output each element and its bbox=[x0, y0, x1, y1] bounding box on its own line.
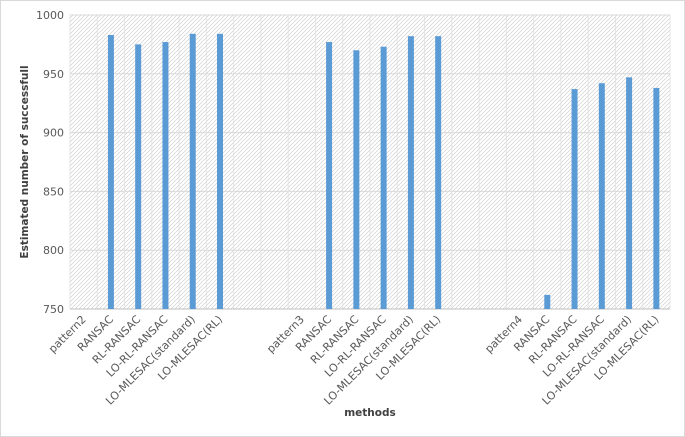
bar-5 bbox=[217, 33, 223, 309]
bar-2 bbox=[135, 44, 142, 310]
bar-3 bbox=[162, 42, 169, 309]
bar-20 bbox=[626, 77, 633, 309]
bar-17 bbox=[544, 294, 551, 309]
y-tick-label: 900 bbox=[43, 127, 64, 140]
y-tick-label: 750 bbox=[43, 303, 64, 316]
bar-9 bbox=[326, 42, 333, 309]
bar-10 bbox=[353, 50, 360, 309]
y-tick-label: 850 bbox=[43, 185, 64, 198]
bar-21 bbox=[653, 87, 660, 309]
bar-11 bbox=[380, 46, 387, 309]
bar-13 bbox=[435, 36, 442, 309]
bar-12 bbox=[407, 36, 414, 309]
bar-1 bbox=[107, 34, 114, 309]
gridlines bbox=[69, 14, 671, 310]
x-axis-title: methods bbox=[344, 407, 396, 419]
bar-19 bbox=[598, 83, 605, 309]
y-tick-label: 950 bbox=[43, 68, 64, 81]
y-axis-ticks: 750 800 850 900 950 1000 bbox=[36, 9, 64, 316]
y-axis-title: Estimated number of successfull bbox=[19, 65, 31, 258]
bar-18 bbox=[571, 89, 578, 309]
y-tick-label: 1000 bbox=[36, 9, 64, 22]
bars bbox=[107, 33, 660, 310]
y-tick-label: 800 bbox=[43, 244, 64, 257]
bar-4 bbox=[189, 33, 196, 309]
